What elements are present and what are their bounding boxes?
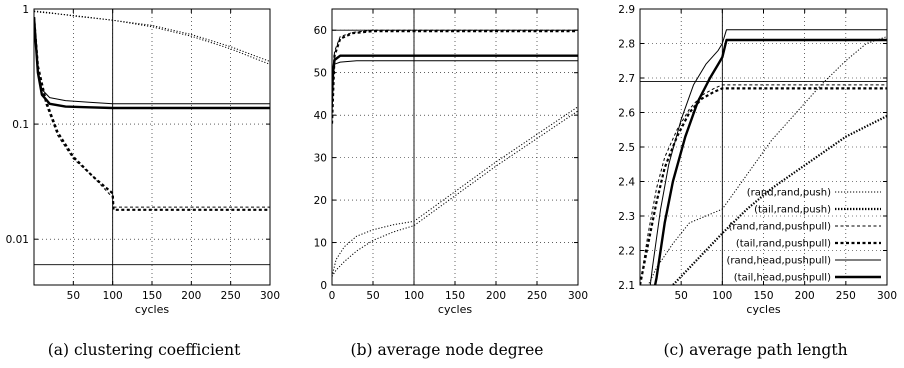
x-tick-label: 300 <box>877 290 897 302</box>
y-tick-label: 2.2 <box>618 246 635 258</box>
x-tick-label: 150 <box>142 290 162 302</box>
series-line-3 <box>34 17 270 211</box>
x-tick-label: 200 <box>486 290 506 302</box>
series-group <box>332 29 578 277</box>
series-line-0 <box>647 36 887 285</box>
y-tick-label: 2.4 <box>618 177 635 189</box>
chart-caption: (a) clustering coefficient <box>48 341 241 359</box>
y-tick-label: 2.5 <box>618 142 635 154</box>
y-tick-label: 1 <box>22 4 29 16</box>
chart-caption: (b) average node degree <box>351 341 544 359</box>
legend-label: (tail,head,pushpull) <box>734 273 831 284</box>
y-tick-label: 50 <box>314 68 327 80</box>
series-group <box>640 29 887 285</box>
x-tick-label: 50 <box>366 290 379 302</box>
y-tick-label: 2.8 <box>618 39 635 51</box>
x-tick-label: 300 <box>260 290 280 302</box>
x-tick-label: 100 <box>404 290 424 302</box>
series-line-2 <box>640 84 887 285</box>
y-tick-label: 2.9 <box>618 4 635 16</box>
y-tick-label: 2.1 <box>618 280 635 292</box>
series-line-1 <box>34 10 270 65</box>
y-tick-label: 40 <box>314 110 327 122</box>
y-tick-label: 60 <box>314 25 327 37</box>
legend-label: (rand,rand,push) <box>747 188 831 199</box>
legend-label: (tail,rand,pushpull) <box>736 239 831 250</box>
x-tick-label: 100 <box>712 290 732 302</box>
series-line-5 <box>34 17 270 110</box>
series-line-1 <box>332 110 578 277</box>
series-line-1 <box>671 115 887 285</box>
y-tick-label: 2.3 <box>618 211 635 223</box>
chart-1: 0 50 100 150 200 250 300 0 10 20 30 40 50 60 cycles (b)… <box>314 8 588 359</box>
series-line-2 <box>34 17 270 208</box>
x-tick-label: 300 <box>568 290 588 302</box>
series-line-5 <box>332 54 578 82</box>
series-line-3 <box>640 87 887 285</box>
x-tick-label: 250 <box>836 290 856 302</box>
legend-label: (tail,rand,push) <box>754 205 831 216</box>
series-group <box>34 10 270 211</box>
x-tick-label: 100 <box>103 290 123 302</box>
y-tick-label: 0 <box>320 280 327 292</box>
x-tick-label: 200 <box>795 290 815 302</box>
y-tick-label: 10 <box>314 238 327 250</box>
y-tick-label: 30 <box>314 153 327 165</box>
series-line-5 <box>653 38 887 285</box>
x-tick-label: 0 <box>329 290 336 302</box>
series-line-4 <box>34 17 270 105</box>
x-axis-label: cycles <box>746 303 780 316</box>
x-tick-label: 200 <box>181 290 201 302</box>
plot-frame <box>331 8 579 286</box>
x-axis-label: cycles <box>438 303 472 316</box>
chart-caption: (c) average path length <box>663 341 847 359</box>
x-tick-label: 250 <box>527 290 547 302</box>
y-tick-label: 0.1 <box>12 119 29 131</box>
legend: (rand,rand,push) (tail,rand,push) (rand,ra… <box>726 188 881 284</box>
x-tick-label: 250 <box>221 290 241 302</box>
series-line-0 <box>34 11 270 62</box>
y-tick-label: 20 <box>314 195 327 207</box>
series-line-0 <box>332 106 578 277</box>
x-tick-label: 50 <box>674 290 687 302</box>
legend-label: (rand,rand,pushpull) <box>729 222 832 233</box>
series-line-4 <box>649 29 887 285</box>
x-axis-label: cycles <box>135 303 169 316</box>
chart-2: 50 100 150 200 250 300 2.1 2.2 2.3 2.4 2.5 2.6 2.7 2.… <box>618 4 897 359</box>
y-tick-label: 2.7 <box>618 73 635 85</box>
legend-label: (rand,head,pushpull) <box>726 256 831 267</box>
x-tick-label: 150 <box>445 290 465 302</box>
x-tick-label: 150 <box>753 290 773 302</box>
x-tick-label: 50 <box>67 290 80 302</box>
series-line-3 <box>332 30 578 124</box>
y-tick-label: 2.6 <box>618 108 635 120</box>
chart-0: 50 100 150 200 250 300 0.01 0.1 1 cycles (a) clust… <box>6 4 280 359</box>
y-tick-label: 0.01 <box>6 234 29 246</box>
